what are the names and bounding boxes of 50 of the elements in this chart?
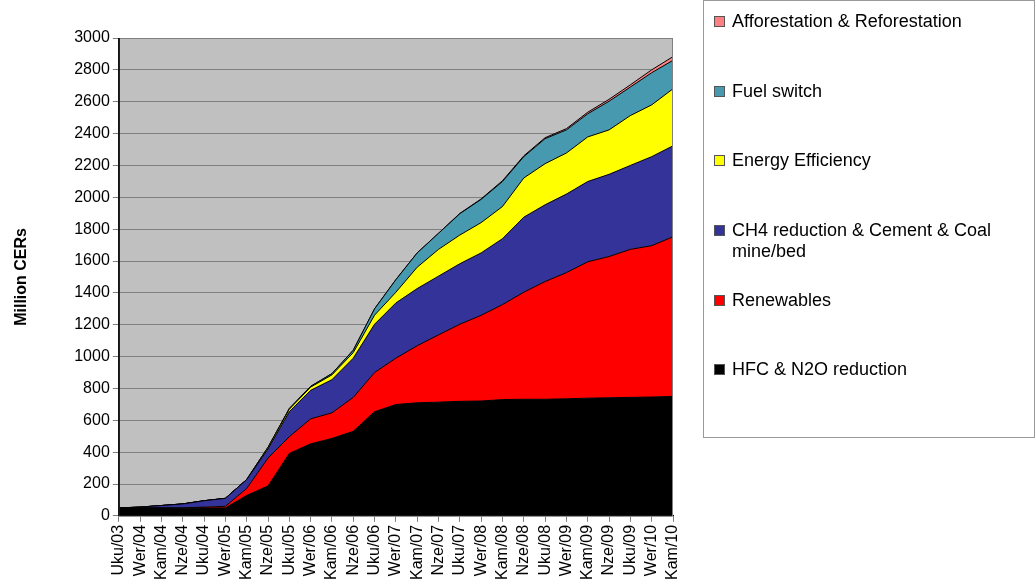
y-tick-label: 2600 bbox=[74, 92, 110, 110]
x-tick-label: Nze/09 bbox=[599, 524, 617, 576]
x-tick-label: Nze/08 bbox=[514, 524, 532, 576]
x-tick-label: Uku/05 bbox=[279, 524, 297, 576]
y-axis-title: Million CERs bbox=[12, 227, 30, 326]
x-tick-label: Wer/04 bbox=[130, 524, 148, 577]
y-tick-label: 2400 bbox=[74, 123, 110, 141]
y-tick-label: 1600 bbox=[74, 251, 110, 269]
legend-label: HFC & N2O reduction bbox=[732, 359, 908, 381]
x-tick-label: Nze/05 bbox=[258, 524, 276, 576]
x-tick-label: Nze/04 bbox=[173, 524, 191, 576]
y-tick-label: 400 bbox=[83, 442, 110, 460]
x-tick-label: Uku/07 bbox=[450, 524, 468, 576]
y-tick-label: 2800 bbox=[74, 60, 110, 78]
x-tick-label: Uku/04 bbox=[194, 524, 212, 576]
x-tick-label: Uku/09 bbox=[620, 524, 638, 576]
x-tick-label: Kam/08 bbox=[492, 524, 510, 580]
legend-label: Energy Efficiency bbox=[732, 150, 871, 172]
x-tick-label: Kam/09 bbox=[578, 524, 596, 580]
y-tick-label: 600 bbox=[83, 410, 110, 428]
x-tick-label: Wer/08 bbox=[471, 524, 489, 577]
y-tick-label: 2000 bbox=[74, 187, 110, 205]
x-tick-label: Kam/06 bbox=[322, 524, 340, 580]
x-tick-label: Wer/10 bbox=[642, 524, 660, 577]
y-tick-label: 200 bbox=[83, 474, 110, 492]
x-tick-label: Wer/07 bbox=[386, 524, 404, 577]
y-tick-label: 1800 bbox=[74, 219, 110, 237]
y-tick-label: 800 bbox=[83, 378, 110, 396]
legend-label: CH4 reduction & Cement & Coal mine/bed bbox=[732, 219, 993, 262]
legend-label: Renewables bbox=[732, 289, 832, 311]
x-tick-label: Uku/06 bbox=[364, 524, 382, 576]
x-tick-label: Kam/04 bbox=[151, 524, 169, 580]
x-tick-label: Nze/06 bbox=[343, 524, 361, 576]
x-tick-label: Wer/05 bbox=[215, 524, 233, 577]
y-tick-label: 1400 bbox=[74, 283, 110, 301]
x-tick-label: Kam/07 bbox=[407, 524, 425, 580]
legend-label: Afforestation & Reforestation bbox=[732, 11, 962, 32]
x-tick-label: Wer/09 bbox=[556, 524, 574, 577]
y-tick-label: 1000 bbox=[74, 346, 110, 364]
y-tick-label: 1200 bbox=[74, 315, 110, 333]
y-tick-label: 0 bbox=[100, 506, 110, 524]
y-tick-label: 2200 bbox=[74, 155, 110, 173]
x-tick-label: Nze/07 bbox=[428, 524, 446, 576]
y-tick-label: 3000 bbox=[74, 28, 110, 46]
x-tick-label: Kam/05 bbox=[237, 524, 255, 580]
x-tick-label: Wer/06 bbox=[301, 524, 319, 577]
x-tick-label: Uku/08 bbox=[535, 524, 553, 576]
x-tick-label: Uku/03 bbox=[109, 524, 127, 576]
legend-label: Fuel switch bbox=[732, 80, 823, 102]
x-tick-label: Kam/10 bbox=[663, 524, 681, 580]
